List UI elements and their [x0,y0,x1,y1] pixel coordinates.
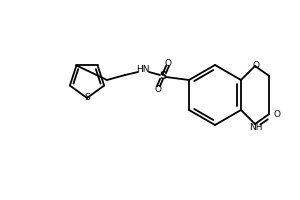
Text: O: O [274,110,280,119]
Text: HN: HN [136,66,150,74]
Text: O: O [154,84,161,94]
Text: O: O [164,58,172,68]
Text: S: S [160,71,167,81]
Text: S: S [84,94,90,102]
Text: NH: NH [249,122,263,132]
Text: O: O [253,60,260,70]
